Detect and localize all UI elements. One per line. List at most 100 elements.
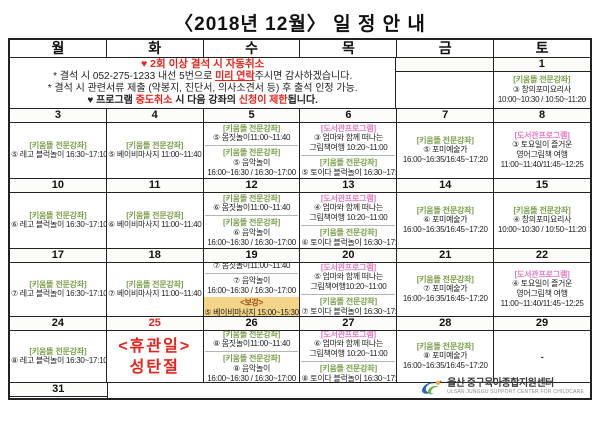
date-label: 28: [397, 317, 494, 331]
notice-line-4-red1: 중도취소: [135, 95, 173, 107]
day-cell-content: <휴관일> 성탄절: [107, 331, 203, 382]
program-tag: [도서관프로그램]: [514, 269, 570, 279]
program-line: 그림책여행 10:20~11:00: [309, 213, 388, 222]
program-line: ⑧ 몸짓놀이11:00~11:40: [212, 339, 291, 348]
program-line: ④ 창의포미요리사: [512, 215, 572, 225]
day-cell-content: [키움뜰 전문강좌] ⑤ 몸짓놀이11:00~11:40 [키움뜰 전문강좌] ⑤ 음…: [204, 123, 300, 178]
date-label: 15: [494, 179, 590, 193]
program-block: [키움뜰 전문강좌] ⑧ 포미예술가 16:00~16:35/16:45~17:20: [397, 341, 493, 373]
day-cell-content: [도서관프로그램] ⑤ 엄마와 함께 떠나는 그림책여행10:20~11:00 [키움…: [300, 263, 396, 316]
center-name-english: ULSAN JUNGGU SUPPORT CENTER FOR CHILDCAR…: [447, 389, 584, 395]
day-cell-content: [키움뜰 전문강좌] ⑧ 레고 블럭놀이 16:30~17:10: [10, 331, 106, 382]
notice-line-4: ♥ 프로그램 중도취소 시 다음 강좌의 신청이 제한됩니다.: [10, 95, 395, 107]
program-line: ⑤ 몸짓놀이11:00~11:40: [212, 133, 291, 142]
program-tag: [키움뜰 전문강좌]: [416, 274, 474, 284]
program-line: 16:00~16:35/16:45~17:20: [402, 225, 488, 235]
program-divider: [204, 215, 299, 216]
program-tag: [키움뜰 전문강좌]: [223, 148, 281, 157]
program-block: [키움뜰 전문강좌] ⑤ 음악놀이 16:00~16:30 / 16:30~17:0…: [204, 147, 300, 178]
date-label: 20: [300, 249, 397, 263]
program-tag: [키움뜰 전문강좌]: [223, 218, 281, 227]
date-label: 31: [10, 383, 107, 397]
date-label: 7: [397, 109, 494, 123]
date-label: [396, 58, 493, 72]
notice-line-2-red: 미리 연락: [215, 70, 255, 82]
program-line: 그림책여행 10:20~11:00: [309, 143, 388, 152]
date-label: 21: [397, 249, 494, 263]
program-block: [키움뜰 전문강좌] ⑥ 음악놀이 16:00~16:30 / 16:30~17:0…: [204, 217, 300, 248]
program-line: ⑤ 베이비마사지 11:00~11:40: [108, 150, 202, 160]
program-line: ③ 토요일이 즐거운: [511, 140, 573, 150]
program-tag: [키움뜰 전문강좌]: [513, 205, 571, 215]
program-line: ⑧ 레고 블럭놀이 16:30~17:10: [11, 356, 106, 366]
program-block: [도서관프로그램] ④ 엄마와 함께 떠나는 그림책여행 10:20~11:00: [300, 193, 396, 224]
day-cell-content: [도서관프로그램] ③ 토요일이 즐거운 영어그림책 여행 11:00~11:40/1…: [494, 123, 590, 178]
day-cell-content: [도서관프로그램] ④ 엄마와 함께 떠나는 그림책여행 10:20~11:00 [키…: [300, 193, 396, 248]
program-tag: [도서관프로그램]: [320, 193, 376, 203]
day-cell-content: [키움뜰 전문강좌] ⑦ 레고 블럭놀이 16:30~17:10: [10, 263, 106, 316]
program-tag: [도서관프로그램]: [320, 123, 376, 133]
program-block: [키움뜰 전문강좌] ③ 창의포미요리사 10:00~10:30 / 10:50~1…: [494, 74, 590, 106]
program-line: 11:00~11:40/11:45~12:25: [500, 160, 584, 170]
program-tag: [도서관프로그램]: [320, 331, 376, 339]
weekday-header-row: 월 화 수 목 금 토: [10, 40, 590, 57]
program-line: 16:00~16:35/16:45~17:20: [402, 361, 488, 371]
program-tag: [키움뜰 전문강좌]: [126, 140, 184, 150]
date-label: 3: [10, 109, 106, 123]
date-label: 8: [494, 109, 590, 123]
program-tag: [키움뜰 전문강좌]: [126, 279, 184, 289]
day-cell-content: [키움뜰 전문강좌] ⑦ 포미예술가 16:00~16:35/16:45~17:20: [397, 263, 493, 316]
program-block: [키움뜰 전문강좌] ⑦ 포미예술가 16:00~16:35/16:45~17:20: [397, 274, 493, 306]
program-line: ⑦ 레고 블럭놀이 16:30~17:10: [11, 289, 106, 299]
program-divider: [204, 351, 299, 352]
day-cell-content: [키움뜰 전문강좌] ⑧ 몸짓놀이11:00~11:40 [키움뜰 전문강좌] ⑧ 음…: [204, 331, 300, 382]
date-label: 18: [106, 249, 203, 263]
day-cell-content: [키움뜰 전문강좌] ⑥ 포미예술가 16:00~16:35/16:45~17:20: [397, 193, 493, 248]
day-cell-content: [키움뜰 전문강좌] ⑥ 레고 블럭놀이 16:30~17:10: [10, 193, 106, 248]
notice-line-2-post: 주시면 감사하겠습니다.: [254, 70, 353, 82]
program-divider: [204, 145, 299, 146]
day-cell-dec10: 10 [키움뜰 전문강좌] ⑥ 레고 블럭놀이 16:30~17:10: [10, 179, 106, 248]
day-cell-dec8: 8 [도서관프로그램] ③ 토요일이 즐거운 영어그림책 여행 11:00~11:40/…: [493, 109, 590, 178]
weekday-sat: 토: [493, 40, 590, 57]
program-block: [키움뜰 전문강좌] ⑦ 베이비마사지 11:00~11:40: [107, 279, 203, 301]
day-cell-content: [도서관프로그램] ③ 엄마와 함께 떠나는 그림책여행 10:20~11:00 [키…: [300, 123, 396, 178]
day-cell-content: [키움뜰 전문강좌] ⑤ 포미예술가 16:00~16:35/16:45~17:20: [397, 123, 493, 178]
program-block: [키움뜰 전문강좌] ⑥ 베이비마사지 11:00~11:40: [107, 210, 203, 232]
program-line: ⑦ 베이비마사지 11:00~11:40: [108, 289, 202, 299]
program-tag: [키움뜰 전문강좌]: [29, 279, 87, 289]
notice-row: ♥ 2회 이상 결석 시 자동취소 * 결석 시 052-275-1233 내선…: [10, 57, 590, 108]
program-block: ⑦ 몸짓놀이11:00~11:40: [204, 263, 300, 272]
program-divider: [301, 361, 396, 362]
day-cell-content: [키움뜰 전문강좌] ⑤ 레고 블럭놀이 16:30~17:10: [10, 123, 106, 178]
day-cell-dec3: 3 [키움뜰 전문강좌] ⑤ 레고 블럭놀이 16:30~17:10: [10, 109, 106, 178]
day-cell-dec1: 1 [키움뜰 전문강좌] ③ 창의포미요리사 10:00~10:30 / 10:50…: [492, 58, 590, 108]
program-tag: [키움뜰 전문강좌]: [416, 205, 474, 215]
notice-line-2: * 결석 시 052-275-1233 내선 5번으로 미리 연락주시면 감사하…: [10, 71, 395, 83]
program-tag: [키움뜰 전문강좌]: [416, 135, 474, 145]
notice-line-2-pre: * 결석 시 052-275-1233 내선 5번으로: [53, 70, 216, 82]
day-cell-content: ⑦ 몸짓놀이11:00~11:40 ⑦ 음악놀이 16:00~16:30 / 16:…: [203, 263, 300, 317]
date-label: 26: [203, 317, 300, 331]
program-line: ⑥ 몸짓놀이11:00~11:40: [212, 203, 291, 212]
program-block: [키움뜰 전문강좌] ⑥ 몸짓놀이11:00~11:40: [204, 193, 300, 214]
program-block: -: [494, 351, 590, 363]
date-label: 6: [300, 109, 397, 123]
program-line: 16:00~16:30 / 16:30~17:00: [207, 285, 296, 295]
day-cell-content: -: [10, 397, 107, 399]
date-label: 11: [106, 179, 203, 193]
program-line: ⑧ 음악놀이: [233, 363, 271, 373]
program-block: [키움뜰 전문강좌] ④ 창의포미요리사 10:00~10:30 / 10:50~1…: [494, 205, 590, 237]
program-block: [키움뜰 전문강좌] ⑥ 레고 블럭놀이 16:30~17:10: [10, 210, 106, 232]
program-line: 16:00~16:30 / 16:30~17:00: [207, 237, 296, 247]
program-line: ⑤ 베이비마사지 15:00~15:30: [204, 307, 299, 317]
day-cell-content: [키움뜰 전문강좌] ⑦ 베이비마사지 11:00~11:40: [107, 263, 203, 316]
program-line: -: [11, 397, 106, 399]
program-block: [도서관프로그램] ⑥ 엄마와 함께 떠나는 그림책여행 10:20~11:00: [300, 331, 396, 360]
day-cell-content: [도서관프로그램] ⑥ 엄마와 함께 떠나는 그림책여행 10:20~11:00 [키…: [300, 331, 396, 382]
program-tag: [키움뜰 전문강좌]: [223, 354, 281, 363]
center-logo-icon: [422, 380, 443, 395]
program-block: [키움뜰 전문강좌] ⑧ 토이다 블럭놀이 16:30~17:10: [300, 363, 396, 382]
day-cell-content: [키움뜰 전문강좌] ⑥ 몸짓놀이11:00~11:40 [키움뜰 전문강좌] ⑥ 음…: [204, 193, 300, 248]
program-line: ⑥ 레고 블럭놀이 16:30~17:10: [11, 220, 106, 230]
